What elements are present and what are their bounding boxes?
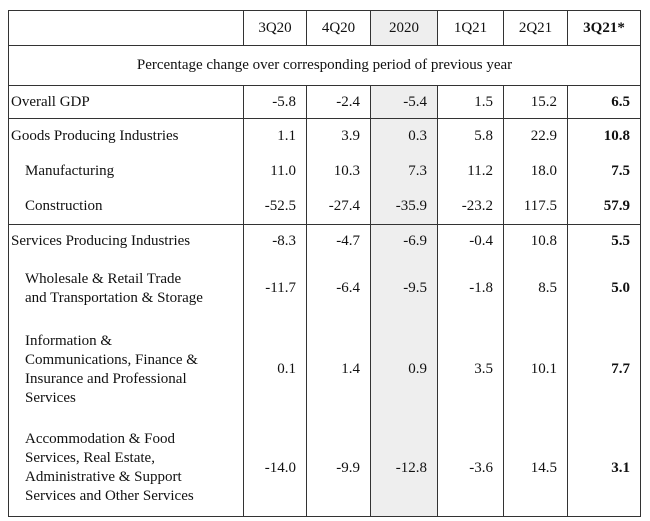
label-line: Wholesale & Retail Trade [25,270,182,287]
label-line: Overall GDP [11,93,90,110]
value-cell: -0.4 [437,224,504,259]
value-cell: -11.7 [243,258,307,319]
label-line: Services and Other Services [25,488,194,505]
column-header: 4Q20 [306,10,371,46]
value-cell: 7.3 [370,153,438,189]
label-line: Construction [25,197,103,214]
value-cell: 10.3 [306,153,371,189]
data-row: Construction -52.5 -27.4 -35.9 -23.2 117.5 57.… [8,188,641,225]
value-cell: 10.1 [503,318,568,421]
data-row: Wholesale & Retail Trade and Transportati… [8,258,641,319]
data-row: Manufacturing 11.0 10.3 7.3 11.2 18.0 7.5 [8,153,641,189]
value-cell: -52.5 [243,188,307,225]
data-row: Overall GDP -5.8 -2.4 -5.4 1.5 15.2 6.5 [8,85,641,119]
value-cell: -14.0 [243,420,307,517]
value-cell: -8.3 [243,224,307,259]
column-header: 1Q21 [437,10,504,46]
value-cell: 5.5 [567,224,641,259]
row-label: Goods Producing Industries [8,118,244,154]
row-label: Services Producing Industries [8,224,244,259]
label-line: Information & [25,332,113,349]
value-cell: -6.9 [370,224,438,259]
value-cell: 15.2 [503,85,568,119]
value-cell: 0.9 [370,318,438,421]
row-label: Manufacturing [8,153,244,189]
value-cell: 3.1 [567,420,641,517]
value-cell: 6.5 [567,85,641,119]
value-cell: -1.8 [437,258,504,319]
data-row: Goods Producing Industries 1.1 3.9 0.3 5.8 22… [8,118,641,154]
label-line: Goods Producing Industries [11,127,179,144]
label-line: Services, Real Estate, [25,450,155,467]
value-cell: -12.8 [370,420,438,517]
value-cell: 1.4 [306,318,371,421]
value-cell: -4.7 [306,224,371,259]
value-cell: -27.4 [306,188,371,225]
value-cell: 57.9 [567,188,641,225]
value-cell: -5.4 [370,85,438,119]
row-label: Accommodation & Food Services, Real Estat… [8,420,244,517]
gdp-table: 3Q20 4Q20 2020 1Q21 2Q21 3Q21* Percentage chan… [8,10,641,517]
subheader-row: Percentage change over corresponding per… [8,45,641,86]
value-cell: 1.5 [437,85,504,119]
value-cell: 1.1 [243,118,307,154]
corner-cell [8,10,244,46]
column-header: 3Q21* [567,10,641,46]
column-header: 2020 [370,10,438,46]
table-wrap: 3Q20 4Q20 2020 1Q21 2Q21 3Q21* Percentage chan… [8,10,641,517]
label-line: and Transportation & Storage [25,289,203,306]
value-cell: 11.0 [243,153,307,189]
label-line: Manufacturing [25,162,115,179]
label-line: Administrative & Support [25,469,182,486]
row-label: Overall GDP [8,85,244,119]
value-cell: -9.5 [370,258,438,319]
value-cell: 0.3 [370,118,438,154]
value-cell: 5.0 [567,258,641,319]
subheader: Percentage change over corresponding per… [8,45,641,86]
value-cell: -6.4 [306,258,371,319]
value-cell: 7.7 [567,318,641,421]
value-cell: 18.0 [503,153,568,189]
row-label: Construction [8,188,244,225]
label-line: Communications, Finance & [25,351,198,368]
value-cell: 7.5 [567,153,641,189]
value-cell: -23.2 [437,188,504,225]
value-cell: 10.8 [567,118,641,154]
value-cell: -5.8 [243,85,307,119]
value-cell: 10.8 [503,224,568,259]
value-cell: -2.4 [306,85,371,119]
label-line: Services Producing Industries [11,233,191,250]
label-line: Services [25,389,76,406]
column-header: 2Q21 [503,10,568,46]
label-line: Insurance and Professional [25,370,187,387]
data-row: Information & Communications, Finance & In… [8,318,641,421]
value-cell: 3.9 [306,118,371,154]
value-cell: 5.8 [437,118,504,154]
value-cell: 14.5 [503,420,568,517]
data-row: Accommodation & Food Services, Real Estat… [8,420,641,517]
label-line: Accommodation & Food [25,431,175,448]
row-label: Information & Communications, Finance & In… [8,318,244,421]
value-cell: -9.9 [306,420,371,517]
value-cell: -35.9 [370,188,438,225]
value-cell: -3.6 [437,420,504,517]
value-cell: 3.5 [437,318,504,421]
value-cell: 117.5 [503,188,568,225]
value-cell: 11.2 [437,153,504,189]
row-label: Wholesale & Retail Trade and Transportati… [8,258,244,319]
data-row: Services Producing Industries -8.3 -4.7 -6.… [8,224,641,259]
value-cell: 8.5 [503,258,568,319]
value-cell: 22.9 [503,118,568,154]
column-header: 3Q20 [243,10,307,46]
value-cell: 0.1 [243,318,307,421]
header-row: 3Q20 4Q20 2020 1Q21 2Q21 3Q21* [8,10,641,46]
